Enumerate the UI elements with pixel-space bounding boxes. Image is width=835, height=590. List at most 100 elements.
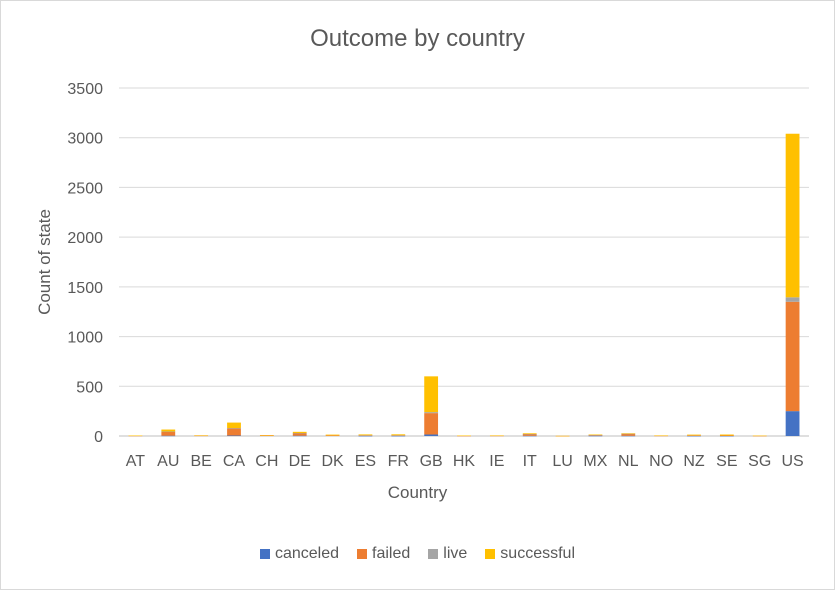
bar-segment-failed-CH (259, 435, 274, 437)
chart-title: Outcome by country (310, 25, 525, 52)
x-tick-label: NZ (683, 453, 705, 470)
bar-segment-successful-AT (128, 435, 143, 437)
bar-segment-successful-LU (555, 435, 570, 437)
legend-item-canceled: canceled (259, 545, 339, 563)
bar-segment-successful-ES (358, 434, 373, 436)
bar-segment-successful-SE (719, 434, 734, 436)
bar-segment-live-FR (391, 435, 406, 436)
x-axis-title: Country (387, 483, 448, 502)
y-tick-label: 1000 (67, 330, 103, 347)
y-tick-label: 3000 (67, 131, 103, 148)
x-tick-label: BE (190, 453, 211, 470)
bar-segment-canceled-NL (621, 435, 636, 437)
bar-segment-successful-AU (161, 429, 176, 432)
legend-swatch (485, 549, 496, 559)
legend: canceled failed live successful (1, 545, 834, 563)
bar-segment-live-CA (227, 428, 241, 429)
bar-segment-successful-DE (292, 431, 307, 434)
x-tick-label: FR (388, 453, 409, 470)
bar-segment-failed-IE (489, 435, 504, 437)
legend-label: successful (500, 545, 575, 562)
bar-segment-failed-BE (194, 435, 209, 437)
bar-segment-successful-NZ (687, 434, 701, 436)
x-tick-label: CA (223, 453, 246, 470)
legend-swatch (357, 549, 368, 559)
bar-segment-live-ES (358, 435, 373, 436)
legend-item-live: live (428, 545, 467, 563)
legend-label: live (443, 545, 468, 562)
x-tick-label: ES (355, 453, 376, 470)
bar-segment-successful-GB (424, 376, 439, 413)
bar-segment-failed-SE (719, 435, 734, 437)
bar-segment-canceled-AU (161, 435, 176, 437)
bar-segment-failed-AU (161, 431, 176, 436)
bar-segment-failed-GB (424, 413, 439, 435)
x-tick-label: SE (716, 453, 737, 470)
y-tick-label: 500 (76, 379, 103, 396)
y-tick-label: 3500 (67, 81, 103, 98)
bar-segment-failed-HK (457, 435, 471, 437)
bar-segment-live-DE (292, 433, 307, 434)
y-tick-label: 2500 (67, 180, 103, 197)
bar-segment-live-GB (424, 412, 439, 414)
x-tick-label: DE (289, 453, 311, 470)
x-tick-label: IE (489, 453, 504, 470)
bar-segment-canceled-MX (588, 435, 603, 437)
bar-segment-successful-US (785, 133, 800, 298)
bar-segment-successful-DK (325, 434, 340, 436)
bar-segment-live-NL (621, 433, 636, 435)
x-tick-label: DK (321, 453, 344, 470)
bar-segment-live-AU (161, 431, 176, 433)
x-tick-label: NO (649, 453, 673, 470)
bar-segment-successful-NO (654, 435, 669, 436)
bar-segment-successful-MX (588, 434, 603, 436)
bar-segment-failed-NO (654, 435, 669, 437)
bar-segment-failed-IT (522, 434, 537, 436)
bar-segment-failed-US (785, 301, 800, 412)
bar-segment-failed-DK (325, 435, 340, 436)
bar-segment-failed-DE (292, 433, 307, 436)
bar-segment-canceled-ES (358, 435, 373, 437)
bar-segment-canceled-SE (719, 435, 734, 437)
x-tick-label: NL (618, 453, 639, 470)
bar-segment-successful-CA (227, 422, 241, 429)
x-tick-label: SG (748, 453, 771, 470)
bar-segment-successful-IT (522, 433, 537, 434)
bar-segment-canceled-FR (391, 435, 406, 437)
y-tick-label: 0 (94, 429, 103, 446)
x-tick-label: LU (552, 453, 572, 470)
legend-swatch (259, 549, 270, 559)
bar-segment-failed-CA (227, 428, 241, 436)
y-tick-label: 1500 (67, 280, 103, 297)
x-tick-label: GB (420, 453, 443, 470)
bar-segment-live-US (785, 297, 800, 302)
x-tick-label: IT (523, 453, 537, 470)
x-tick-label: HK (453, 453, 476, 470)
x-tick-label: US (781, 453, 803, 470)
bar-segment-canceled-US (785, 411, 800, 436)
bar-segment-live-IT (522, 433, 537, 435)
bar-segment-canceled-GB (424, 434, 439, 436)
bar-segment-successful-SG (752, 435, 767, 437)
legend-item-successful: successful (485, 545, 575, 563)
bar-segment-successful-HK (457, 435, 471, 437)
y-tick-label: 2000 (67, 230, 103, 247)
bar-segment-canceled-NZ (687, 435, 701, 437)
x-tick-label: CH (255, 453, 278, 470)
bar-segment-successful-NL (621, 433, 636, 434)
bar-segment-live-MX (588, 434, 603, 436)
bar-segment-successful-FR (391, 434, 406, 436)
bar-segment-failed-NL (621, 433, 636, 436)
legend-item-failed: failed (357, 545, 410, 563)
bar-segment-successful-BE (194, 435, 209, 436)
bar-segment-canceled-CA (227, 435, 241, 437)
legend-label: failed (372, 545, 411, 562)
legend-swatch (428, 549, 439, 559)
bar-segment-failed-NZ (687, 435, 701, 436)
x-tick-label: AT (126, 453, 145, 470)
bar-segment-canceled-IT (522, 435, 537, 437)
bar-segment-canceled-DE (292, 435, 307, 437)
bar-segment-successful-CH (259, 435, 274, 436)
